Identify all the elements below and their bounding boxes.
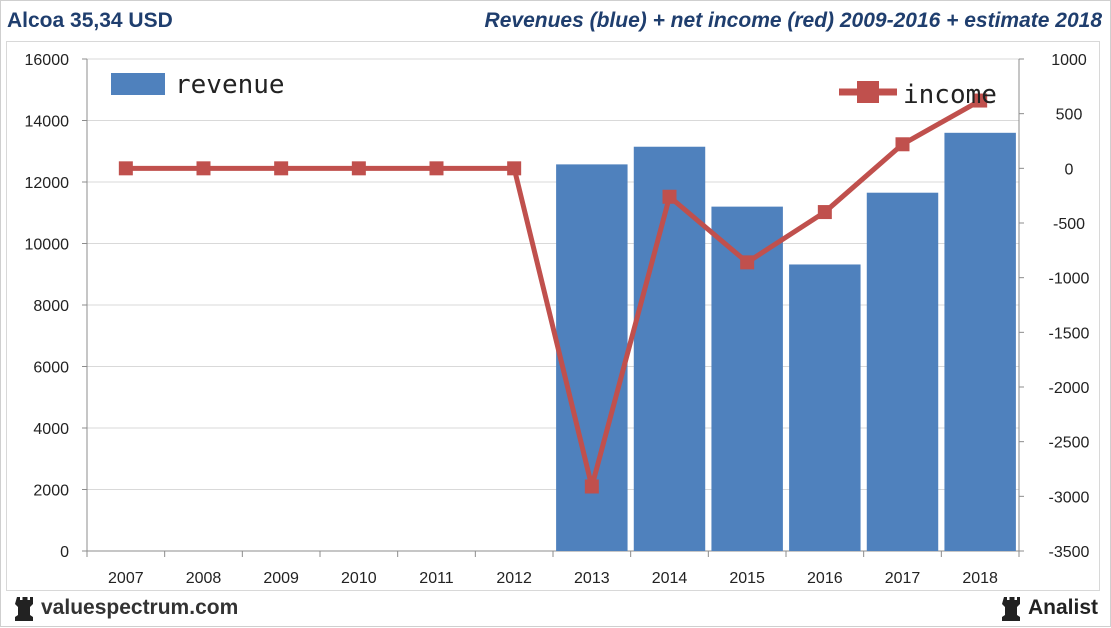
site-name: valuespectrum.com — [41, 596, 239, 619]
x-tick-label: 2008 — [186, 570, 222, 587]
y-right-tick-label: -2000 — [1049, 380, 1090, 397]
rook-icon — [15, 597, 33, 621]
y-right-tick-label: -1000 — [1049, 271, 1090, 288]
legend-revenue-swatch — [111, 73, 165, 95]
income-marker — [740, 255, 755, 270]
y-left-tick-label: 4000 — [33, 421, 69, 438]
income-marker — [351, 161, 366, 176]
income-marker — [196, 161, 211, 176]
x-tick-label: 2015 — [729, 570, 765, 587]
income-marker — [507, 161, 522, 176]
x-tick-label: 2011 — [419, 570, 454, 587]
x-tick-label: 2009 — [263, 570, 299, 587]
legend-income-label: income — [903, 80, 997, 110]
income-line — [125, 98, 982, 489]
x-tick-label: 2014 — [652, 570, 688, 587]
income-marker — [274, 161, 289, 176]
income-marker — [584, 479, 599, 494]
y-right-tick-label: -3000 — [1049, 489, 1090, 506]
y-left-tick-label: 10000 — [25, 237, 70, 254]
y-right-tick-label: -2500 — [1049, 435, 1090, 452]
y-right-tick-label: -1500 — [1049, 325, 1090, 342]
rook-icon — [1001, 597, 1020, 621]
x-tick-label: 2018 — [962, 570, 998, 587]
income-marker — [429, 161, 444, 176]
legend-income-marker — [857, 81, 879, 103]
y-right-tick-label: 500 — [1056, 107, 1083, 124]
legend-revenue-label: revenue — [175, 70, 285, 100]
income-marker — [662, 189, 677, 204]
x-tick-label: 2016 — [807, 570, 843, 587]
x-tick-label: 2010 — [341, 570, 377, 587]
y-right-tick-label: 1000 — [1051, 52, 1087, 69]
income-marker — [895, 137, 910, 152]
revenue-bar — [944, 132, 1016, 552]
y-right-tick-label: -500 — [1053, 216, 1085, 233]
x-tick-label: 2017 — [885, 570, 921, 587]
y-left-tick-label: 0 — [60, 544, 69, 561]
y-left-tick-label: 16000 — [25, 52, 70, 69]
y-right-tick-label: -3500 — [1049, 544, 1090, 561]
income-marker — [973, 93, 988, 108]
x-tick-label: 2012 — [496, 570, 532, 587]
y-left-tick-label: 8000 — [33, 298, 69, 315]
revenue-bar — [633, 146, 706, 552]
revenue-bar — [789, 264, 861, 551]
brand-name: Analist — [1027, 596, 1098, 619]
chart-title: Revenues (blue) + net income (red) 2009-… — [484, 9, 1102, 32]
x-tick-label: 2007 — [108, 570, 144, 587]
y-left-tick-label: 6000 — [33, 360, 69, 377]
x-tick-label: 2013 — [574, 570, 610, 587]
plot-border — [6, 41, 1100, 591]
y-left-tick-label: 14000 — [25, 114, 70, 131]
footer-site: valuespectrum.com — [15, 595, 238, 621]
stock-title: Alcoa 35,34 USD — [7, 9, 173, 32]
y-left-tick-label: 2000 — [33, 483, 69, 500]
y-right-tick-label: 0 — [1065, 161, 1074, 178]
footer-brand: Analist — [1001, 595, 1098, 621]
income-marker — [118, 161, 133, 176]
income-marker — [817, 205, 832, 220]
y-left-tick-label: 12000 — [25, 175, 70, 192]
revenue-bar — [866, 192, 939, 552]
